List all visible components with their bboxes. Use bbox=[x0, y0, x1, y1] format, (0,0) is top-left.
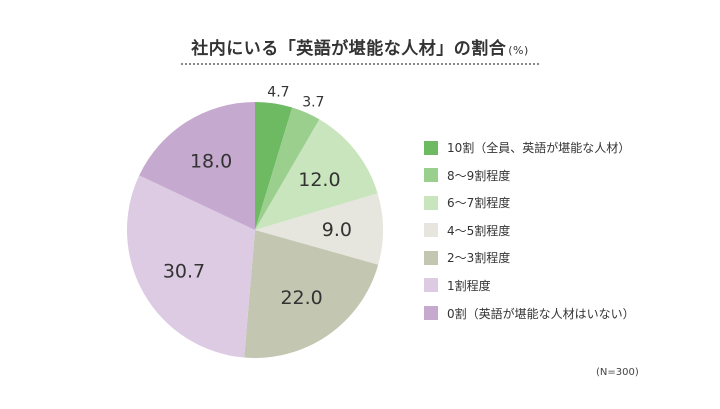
legend-swatch-1 bbox=[424, 168, 438, 183]
slice-value-label-0: 4.7 bbox=[267, 84, 289, 100]
slice-value-label-4: 22.0 bbox=[280, 287, 322, 309]
slice-value-label-6: 18.0 bbox=[190, 151, 232, 173]
legend-label-6: 0割（英語が堪能な人材はいない） bbox=[447, 306, 635, 321]
pie-slice-4 bbox=[244, 230, 379, 358]
pie-slice-6 bbox=[139, 101, 255, 230]
legend-item-2: 6〜7割程度 bbox=[424, 194, 635, 211]
sample-size-note: (N=300) bbox=[596, 367, 639, 378]
legend-item-6: 0割（英語が堪能な人材はいない） bbox=[424, 305, 635, 322]
legend-item-1: 8〜9割程度 bbox=[424, 167, 635, 184]
legend-swatch-5 bbox=[424, 278, 438, 293]
pie-slice-3 bbox=[255, 193, 383, 265]
chart-title: 社内にいる「英語が堪能な人材」の割合 (%) bbox=[0, 34, 720, 59]
legend-item-3: 4〜5割程度 bbox=[424, 222, 635, 239]
legend-label-3: 4〜5割程度 bbox=[447, 223, 511, 238]
legend-item-4: 2〜3割程度 bbox=[424, 249, 635, 266]
pie-slice-2 bbox=[255, 119, 378, 230]
title-underline bbox=[181, 63, 539, 65]
chart-title-text: 社内にいる「英語が堪能な人材」の割合 bbox=[191, 39, 507, 59]
legend-label-5: 1割程度 bbox=[447, 278, 491, 293]
slice-value-label-5: 30.7 bbox=[163, 261, 205, 283]
legend-swatch-4 bbox=[424, 250, 438, 265]
pie-slice-0 bbox=[255, 102, 293, 230]
legend-swatch-3 bbox=[424, 223, 438, 238]
slice-value-label-3: 9.0 bbox=[322, 219, 352, 241]
pie-slice-5 bbox=[126, 175, 255, 358]
slice-value-label-1: 3.7 bbox=[302, 94, 324, 110]
legend-swatch-6 bbox=[424, 306, 438, 321]
legend-label-2: 6〜7割程度 bbox=[447, 196, 511, 211]
legend-swatch-0 bbox=[424, 140, 438, 155]
legend-label-1: 8〜9割程度 bbox=[447, 168, 511, 183]
legend-item-0: 10割（全員、英語が堪能な人材） bbox=[424, 139, 635, 156]
legend-item-5: 1割程度 bbox=[424, 277, 635, 294]
chart-unit: (%) bbox=[508, 44, 529, 57]
legend-label-4: 2〜3割程度 bbox=[447, 251, 511, 266]
slice-value-label-2: 12.0 bbox=[298, 169, 340, 191]
legend-swatch-2 bbox=[424, 195, 438, 210]
chart-legend: 10割（全員、英語が堪能な人材） 8〜9割程度 6〜7割程度 4〜5割程度 2〜3割程度… bbox=[424, 139, 635, 332]
pie-slice-1 bbox=[255, 107, 320, 230]
legend-label-0: 10割（全員、英語が堪能な人材） bbox=[447, 141, 631, 155]
